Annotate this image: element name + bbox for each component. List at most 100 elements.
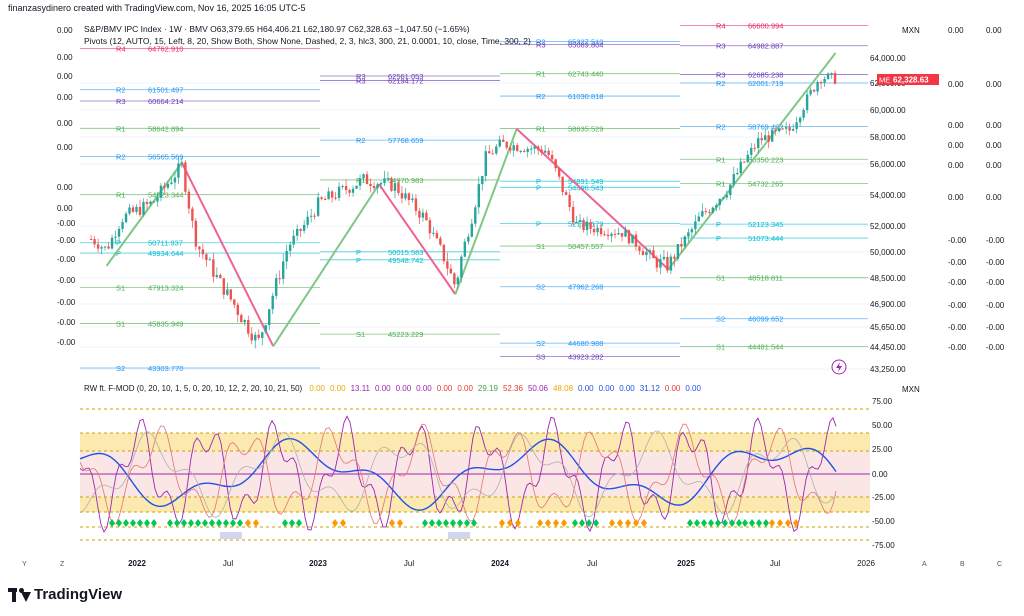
candle-body xyxy=(683,236,687,247)
candle-body xyxy=(781,128,784,130)
pivot-name: R1 xyxy=(536,124,546,133)
candle-body xyxy=(711,207,715,213)
price-right-value: 0.00 xyxy=(948,121,964,130)
pivot-value: 62194.172 xyxy=(388,77,423,86)
pivot-value: 61030.818 xyxy=(568,92,603,101)
legend-value: 31.12 xyxy=(640,384,661,393)
sell-marker xyxy=(777,519,783,527)
pivot-value: 58769.482 xyxy=(748,123,783,132)
candle-body xyxy=(823,78,826,83)
candle-body xyxy=(247,319,250,334)
buy-marker xyxy=(722,519,728,527)
oscillator-name: RW ft. F-MOD (0, 20, 10, 1, 5, 0, 20, 10… xyxy=(84,384,303,393)
candle-body xyxy=(743,161,746,163)
price-tick-label: 56,000.00 xyxy=(870,160,906,169)
osc-band-lower xyxy=(80,497,870,512)
candle-body xyxy=(757,138,760,149)
pivot-name: R2 xyxy=(356,136,366,145)
price-right-value: -0.00 xyxy=(986,323,1005,332)
time-axis-label: 2023 xyxy=(309,559,327,568)
price-tick-label: 64,000.00 xyxy=(870,54,906,63)
candle-body xyxy=(414,198,418,211)
buy-marker xyxy=(130,519,136,527)
price-tick-label: 60,000.00 xyxy=(870,106,906,115)
pivot-name: R2 xyxy=(536,37,546,46)
candle-body xyxy=(254,334,257,341)
legend-value: 13.11 xyxy=(351,384,371,393)
pivot-value: 47962.268 xyxy=(568,283,603,292)
candle-body xyxy=(764,135,767,141)
pivot-levels: R4 64762.910 R2 61501.497 R3 60664.214 R1 58642… xyxy=(80,21,868,373)
buy-marker xyxy=(579,519,585,527)
candle-body xyxy=(96,244,100,249)
pivot-name: R4 xyxy=(716,21,726,30)
candle-body xyxy=(177,163,180,178)
buy-marker xyxy=(422,519,428,527)
candle-body xyxy=(463,241,467,257)
price-right-value: -0.00 xyxy=(986,301,1005,310)
pivot-value: 62001.719 xyxy=(748,79,783,88)
candle-body xyxy=(103,246,107,248)
time-axis-label: Jul xyxy=(404,559,414,568)
candle-body xyxy=(435,232,439,239)
osc-tick-label: 75.00 xyxy=(872,397,893,406)
pivot-name: R1 xyxy=(716,180,726,189)
left-value: -0.00 xyxy=(57,298,76,307)
pivot-name: S2 xyxy=(536,283,545,292)
candle-body xyxy=(449,268,453,274)
left-value: 0.00 xyxy=(57,204,73,213)
candle-body xyxy=(302,224,306,231)
sell-marker xyxy=(545,519,551,527)
candle-body xyxy=(578,220,582,222)
candle-body xyxy=(362,174,365,179)
candle-body xyxy=(407,193,411,200)
candle-body xyxy=(536,146,540,150)
candle-body xyxy=(135,206,138,212)
pivot-value: 65089.804 xyxy=(568,40,603,49)
candle-body xyxy=(746,154,749,162)
pivot-value: 54891.549 xyxy=(568,177,603,186)
buy-marker xyxy=(586,519,592,527)
sell-marker xyxy=(537,519,543,527)
candle-body xyxy=(697,216,701,222)
pivot-value: 50015.583 xyxy=(388,248,423,257)
pivot-value: 49934.644 xyxy=(148,249,183,258)
pivot-value: 66600.994 xyxy=(748,21,783,30)
buy-marker xyxy=(223,519,229,527)
legend-value: 0.00 xyxy=(330,384,346,393)
candle-body xyxy=(428,220,432,234)
osc-tick-label: 50.00 xyxy=(872,421,893,430)
chart-canvas[interactable]: R4 64762.910 R2 61501.497 R3 60664.214 R1 58642… xyxy=(0,0,1024,580)
sell-marker xyxy=(389,519,395,527)
candle-body xyxy=(187,191,191,209)
candle-body xyxy=(606,234,610,237)
candle-body xyxy=(526,148,529,152)
candle-body xyxy=(645,251,648,256)
candle-body xyxy=(376,184,379,189)
candle-body xyxy=(564,192,568,195)
zigzag-up xyxy=(272,183,380,347)
left-value: 0.00 xyxy=(57,183,73,192)
pivot-name: R3 xyxy=(356,72,366,81)
lightning-icon[interactable] xyxy=(831,359,847,375)
candle-body xyxy=(718,198,722,206)
candle-body xyxy=(323,198,327,200)
candle-body xyxy=(613,233,617,235)
candle-body xyxy=(219,274,222,279)
candle-body xyxy=(495,146,498,154)
candle-body xyxy=(107,246,110,249)
pivot-name: R2 xyxy=(716,79,726,88)
buy-marker xyxy=(209,519,215,527)
price-right-value: 0.00 xyxy=(986,80,1002,89)
buy-marker xyxy=(429,519,435,527)
candle-body xyxy=(777,128,781,132)
candle-body xyxy=(170,182,173,184)
buy-marker xyxy=(188,519,194,527)
buy-marker xyxy=(694,519,700,527)
candle-body xyxy=(163,185,166,188)
candle-body xyxy=(592,228,596,233)
pivot-name: R2 xyxy=(536,92,546,101)
candle-body xyxy=(634,234,638,247)
candle-body xyxy=(484,151,487,177)
candle-body xyxy=(641,251,645,256)
